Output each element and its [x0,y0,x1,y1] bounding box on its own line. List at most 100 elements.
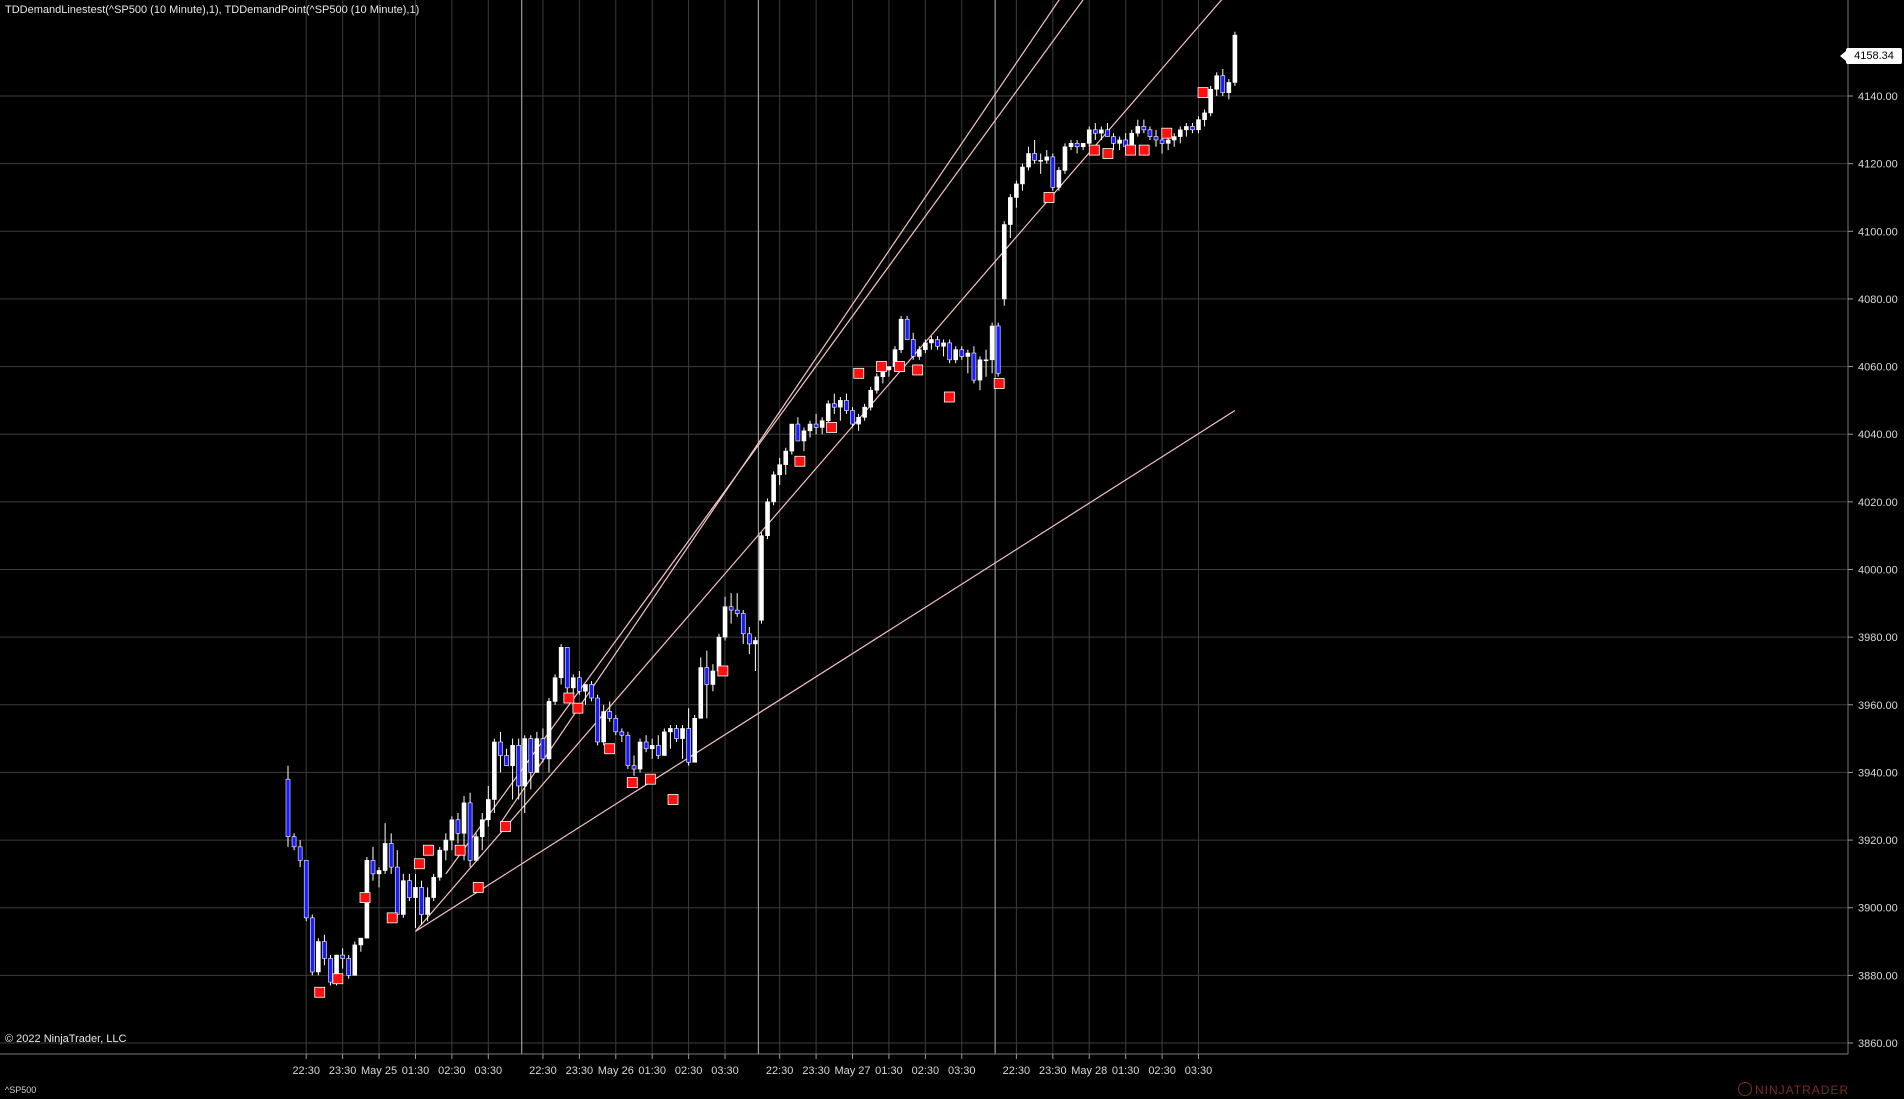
copyright-notice: © 2022 NinjaTrader, LLC [5,1033,127,1045]
last-price-marker: 4158.34 [1840,48,1902,64]
candle-up [352,944,358,976]
candle-up [492,741,497,800]
candle-up [1196,119,1201,131]
candle-down [595,697,600,743]
candle-up [965,352,971,357]
candle-up [977,359,983,381]
demand-point-marker [472,882,484,893]
candle-up [856,417,861,425]
candle-up [765,501,770,536]
candle-down [619,731,625,736]
grid-lines [0,0,1848,1054]
price-tick-label: 4060.00 [1858,362,1898,374]
demand-point-marker [644,773,656,785]
price-tick-label: 4100.00 [1858,226,1898,238]
candle-down [504,755,509,766]
demand-point-marker [1043,192,1055,203]
candle-up [522,738,528,787]
time-tick-label: 23:30 [1039,1065,1067,1077]
demand-point-marker [826,422,837,433]
demand-point-marker [500,821,511,832]
candle-up [989,325,995,361]
candle-up [668,728,673,733]
candle-down [1190,126,1195,131]
price-tick-label: 3980.00 [1858,632,1898,644]
brand-text: NINJATRADER [1755,1083,1850,1097]
price-axis[interactable]: 4140.00 4120.00 4100.00 4080.00 4060.00 4040.… [1848,91,1898,1050]
candle-up [1001,224,1007,300]
candle-down [904,318,910,340]
candle-down [831,403,837,408]
candle-up [1026,153,1031,168]
candle-up [1135,126,1141,134]
demand-point-marker [794,455,806,467]
demand-line [415,410,1236,932]
demand-point-marker [1088,144,1100,156]
candle-down [728,606,734,611]
candle-down [285,778,291,837]
candle-down [674,728,679,739]
candle-up [425,897,430,915]
candle-down [291,836,297,848]
candle-up [473,836,479,861]
time-tick-label: 22:30 [1003,1065,1031,1077]
price-tick-label: 3900.00 [1858,903,1898,915]
time-tick-label: May 27 [834,1065,870,1077]
candle-up [376,870,382,875]
price-tick-label: 3860.00 [1858,1038,1898,1050]
candle-up [868,389,874,408]
candle-up [983,359,989,362]
candle-down [704,667,710,685]
candle-up [801,430,807,442]
demand-point-marker [1138,144,1150,156]
candle-up [710,670,716,685]
demand-point-marker [413,858,425,870]
candle-down [1153,136,1159,141]
candle-up [662,731,667,756]
demand-points [314,87,1209,998]
demand-point-marker [993,378,1005,389]
time-tick-label: 23:30 [329,1065,357,1077]
candle-up [783,450,789,465]
candle-down [322,941,327,959]
candle-up [1129,132,1135,148]
candle-up [1208,88,1213,114]
instrument-label: ^SP500 [5,1085,37,1095]
candle-down [1220,75,1226,93]
price-tick-label: 4020.00 [1858,497,1898,509]
candle-up [923,342,928,350]
candle-down [370,860,376,875]
price-tick-label: 3960.00 [1858,700,1898,712]
time-tick-label: 03:30 [475,1065,503,1077]
ninjatrader-logo: NINJATRADER [1738,1082,1849,1097]
candle-up [680,728,685,739]
candle-down [419,887,424,915]
candle-down [467,802,473,861]
candle-down [935,339,940,347]
candle-up [777,464,782,476]
candle-up [1008,197,1013,225]
candle-down [655,745,661,756]
demand-line [445,0,1084,875]
candle-up [510,745,515,766]
candle-up [1226,82,1232,93]
time-tick-label: 23:30 [566,1065,594,1077]
time-tick-label: May 25 [361,1065,397,1077]
candle-up [759,535,764,621]
candle-down [328,958,333,983]
candle-down [795,423,801,442]
demand-point-marker [454,844,466,856]
candle-down [528,738,534,773]
candle-up [1020,166,1025,185]
candle-down [564,646,570,689]
time-axis[interactable]: 22:30 23:30 May 25 01:30 02:30 03:30 22:30 23:3… [292,1054,1212,1077]
candle-up [443,839,449,851]
candle-down [1032,153,1037,161]
candle-up [1014,183,1019,198]
price-tick-label: 4080.00 [1858,294,1898,306]
demand-point-marker [943,391,955,403]
demand-point-marker [717,665,729,677]
candle-up [916,349,922,357]
candle-up [941,342,946,347]
